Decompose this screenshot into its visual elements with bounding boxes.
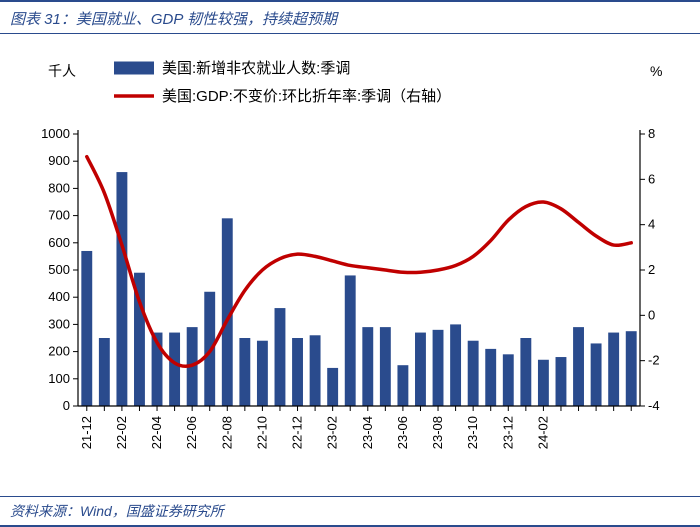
svg-text:23-12: 23-12 — [500, 416, 515, 449]
svg-text:-2: -2 — [648, 353, 660, 368]
svg-text:23-08: 23-08 — [430, 416, 445, 449]
figure-container: 图表 31：美国就业、GDP 韧性较强，持续超预期 0 100 200 300 400 5… — [0, 0, 700, 527]
svg-text:8: 8 — [648, 126, 655, 141]
svg-text:2: 2 — [648, 262, 655, 277]
svg-text:22-10: 22-10 — [254, 416, 269, 449]
svg-text:-4: -4 — [648, 398, 660, 413]
svg-text:22-12: 22-12 — [290, 416, 305, 449]
svg-text:22-02: 22-02 — [114, 416, 129, 449]
svg-text:23-02: 23-02 — [325, 416, 340, 449]
svg-text:500: 500 — [48, 262, 70, 277]
chart-svg: 0 100 200 300 400 500 600 700 800 900 1000 -4 -2 0 2 4 6… — [0, 36, 700, 486]
chart-title-bar: 图表 31：美国就业、GDP 韧性较强，持续超预期 — [0, 0, 700, 33]
chart-footer-bar: 资料来源：Wind，国盛证券研究所 — [0, 496, 700, 527]
svg-text:700: 700 — [48, 208, 70, 223]
svg-text:1000: 1000 — [41, 126, 70, 141]
svg-text:200: 200 — [48, 344, 70, 359]
svg-text:300: 300 — [48, 316, 70, 331]
svg-text:900: 900 — [48, 153, 70, 168]
svg-text:美国:GDP:不变价:环比折年率:季调（右轴）: 美国:GDP:不变价:环比折年率:季调（右轴） — [162, 88, 451, 105]
svg-text:0: 0 — [63, 398, 70, 413]
svg-text:24-02: 24-02 — [535, 416, 550, 449]
svg-text:100: 100 — [48, 371, 70, 386]
svg-text:23-10: 23-10 — [465, 416, 480, 449]
svg-text:6: 6 — [648, 171, 655, 186]
svg-text:22-06: 22-06 — [184, 416, 199, 449]
svg-text:%: % — [650, 63, 662, 79]
chart-source: 资料来源：Wind，国盛证券研究所 — [10, 503, 224, 519]
svg-text:400: 400 — [48, 289, 70, 304]
svg-text:800: 800 — [48, 180, 70, 195]
svg-text:0: 0 — [648, 307, 655, 322]
chart-title: 图表 31：美国就业、GDP 韧性较强，持续超预期 — [10, 11, 337, 28]
svg-text:22-04: 22-04 — [149, 416, 164, 449]
svg-text:600: 600 — [48, 235, 70, 250]
title-separator — [0, 33, 700, 34]
chart-area: 0 100 200 300 400 500 600 700 800 900 1000 -4 -2 0 2 4 6… — [0, 36, 700, 486]
svg-text:美国:新增非农就业人数:季调: 美国:新增非农就业人数:季调 — [162, 60, 350, 77]
svg-text:21-12: 21-12 — [79, 416, 94, 449]
svg-text:22-08: 22-08 — [219, 416, 234, 449]
svg-text:4: 4 — [648, 217, 655, 232]
svg-text:23-06: 23-06 — [395, 416, 410, 449]
svg-text:23-04: 23-04 — [360, 416, 375, 449]
svg-text:千人: 千人 — [48, 63, 76, 79]
